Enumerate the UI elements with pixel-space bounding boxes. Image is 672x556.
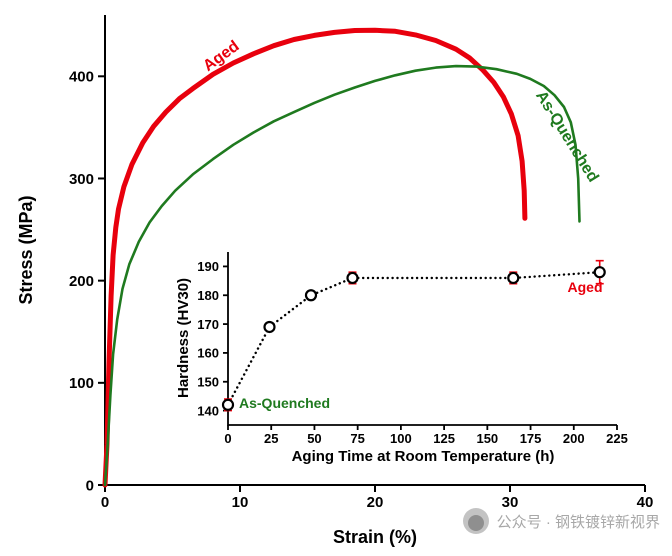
inset-x-tick-label: 175 xyxy=(520,431,542,446)
main-y-tick-label: 0 xyxy=(86,477,94,494)
main-y-axis-title: Stress (MPa) xyxy=(16,195,36,304)
hardness-trend-dotted-line xyxy=(226,271,601,406)
hardness-data-point xyxy=(221,398,235,411)
inset-y-axis-title: Hardness (HV30) xyxy=(175,278,192,398)
inset-x-tick-label: 200 xyxy=(563,431,585,446)
inset-background xyxy=(180,244,632,466)
inset-as-quenched-label: As-Quenched xyxy=(239,395,330,411)
curve-aged xyxy=(102,27,528,488)
main-x-tick-label: 0 xyxy=(101,494,109,511)
hardness-data-point xyxy=(507,271,520,285)
inset-y-tick-label: 180 xyxy=(197,288,219,303)
main-y-tick-label: 200 xyxy=(69,273,94,290)
hardness-data-point xyxy=(304,289,318,302)
inset-x-tick-label: 0 xyxy=(224,431,231,446)
hardness-data-point xyxy=(593,266,606,279)
inset-x-axis-title: Aging Time at Room Temperature (h) xyxy=(292,448,555,465)
inset-y-tick-label: 190 xyxy=(197,259,219,274)
inset-x-tick-label: 75 xyxy=(350,431,364,446)
inset-y-tick-label: 170 xyxy=(197,317,219,332)
main-x-tick-label: 10 xyxy=(232,494,249,511)
inset-x-tick-label: 50 xyxy=(307,431,321,446)
hardness-data-point xyxy=(263,320,276,334)
main-x-axis-title: Strain (%) xyxy=(333,527,417,547)
main-y-tick-label: 400 xyxy=(69,69,94,86)
as-quenched-curve-label: As-Quenched xyxy=(532,88,602,185)
hardness-data-point xyxy=(346,271,359,285)
inset-x-tick-label: 225 xyxy=(606,431,628,446)
inset-x-tick-label: 125 xyxy=(433,431,455,446)
main-x-tick-label: 20 xyxy=(367,494,384,511)
watermark-logo-icon xyxy=(462,508,489,534)
main-y-tick-label: 300 xyxy=(69,171,94,188)
inset-y-tick-label: 150 xyxy=(197,374,219,389)
inset-x-tick-label: 100 xyxy=(390,431,412,446)
inset-x-tick-label: 25 xyxy=(264,431,278,446)
hardness-inset-plot: 0 25 50 75 100 125 150 175 200 225 140 150 160 170 180… xyxy=(180,244,632,466)
curve-as-quenched xyxy=(103,64,581,487)
watermark-text: 公众号 · 钢铁镀锌新视界 xyxy=(496,513,660,531)
inset-aged-label: Aged xyxy=(568,279,603,295)
inset-x-tick-label: 150 xyxy=(476,431,498,446)
main-x-tick-label: 40 xyxy=(637,494,654,511)
main-y-tick-label: 100 xyxy=(69,375,94,392)
main-x-tick-label: 30 xyxy=(502,494,519,511)
inset-y-tick-label: 160 xyxy=(197,346,219,361)
inset-y-tick-label: 140 xyxy=(197,403,219,418)
watermark: 公众号 · 钢铁镀锌新视界 xyxy=(462,508,660,534)
